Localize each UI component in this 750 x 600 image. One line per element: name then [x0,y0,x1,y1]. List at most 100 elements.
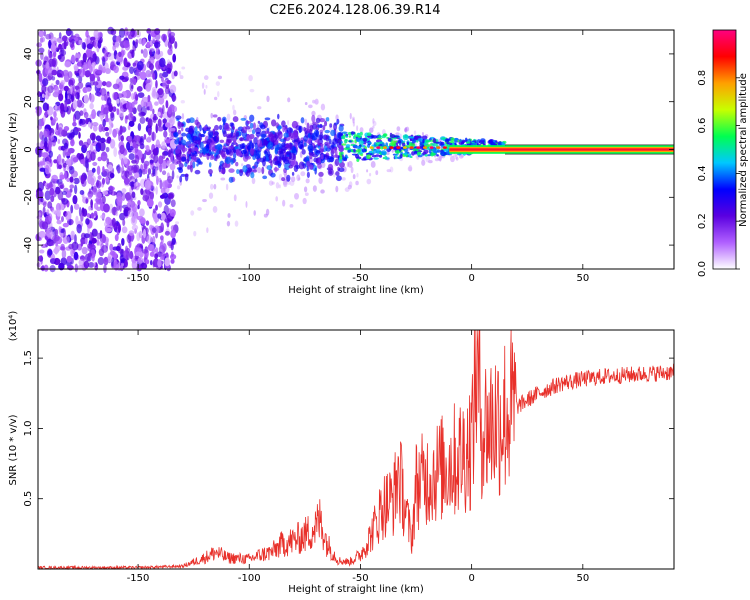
heatmap-cell [121,188,127,194]
heatmap-cell [72,84,76,93]
heatmap-cell [105,81,112,88]
heatmap-cell [91,228,98,237]
heatmap-cell [357,132,361,135]
heatmap-cell [232,109,237,116]
heatmap-cell [372,118,375,124]
heatmap-cell [222,130,227,138]
heatmap-cell [36,42,43,48]
heatmap-cell [70,30,74,37]
heatmap-cell [193,230,197,237]
heatmap-cell [250,171,255,179]
heatmap-cell [441,137,447,140]
heatmap-cell [391,149,394,153]
heatmap-cell [135,39,139,45]
heatmap-cell [37,181,45,192]
heatmap-cell [202,198,207,203]
heatmap-cell [328,156,335,163]
heatmap-cell [232,104,235,111]
heatmap-cell [131,191,136,199]
heatmap-cell [147,127,152,136]
heatmap-cell [395,132,400,136]
heatmap-cell [120,158,124,167]
heatmap-cell [194,126,198,134]
heatmap-cell [235,161,239,167]
heatmap-cell [308,104,313,109]
heatmap-cell [319,118,325,123]
heatmap-cell [115,245,121,252]
heatmap-cell [50,132,54,141]
snr-y-ticks: 0.5 1.0 1.5 [23,350,674,507]
heatmap-cell [160,222,165,233]
heatmap-cell [54,246,59,255]
heatmap-cell [304,101,308,106]
heatmap-cell [287,120,290,126]
heatmap-cell [359,131,363,136]
heatmap-cell [142,38,146,45]
heatmap-cell [92,81,99,86]
heatmap-cell [325,134,330,142]
heatmap-cell [212,205,218,213]
heatmap-cell [63,40,67,50]
heatmap-cell [62,162,67,168]
heatmap-cell [152,108,155,115]
heatmap-cell [334,147,338,151]
heatmap-cell [303,186,308,193]
heatmap-cell [90,212,94,219]
heatmap-cell [159,194,166,199]
heatmap-cell [235,149,240,156]
heatmap-cell [361,148,367,153]
heatmap-cell [170,258,175,264]
heatmap-cell [327,168,334,176]
heatmap-cell [159,179,163,190]
heatmap-cell [93,39,98,49]
heatmap-cell [41,84,47,94]
heatmap-cell [177,121,182,130]
heatmap-cell [217,116,222,122]
heatmap-cell [56,209,62,217]
heatmap-cell [125,115,129,120]
heatmap-cell [49,258,57,265]
heatmap-cell [179,175,183,183]
heatmap-cell [185,159,190,164]
heatmap-cell [434,158,440,162]
heatmap-cell [57,127,64,137]
heatmap-cell [73,177,80,185]
heatmap-cell [112,83,120,90]
colorbar-tick-label: 0.0 [697,261,708,277]
heatmap-cell [311,114,316,123]
heatmap-cell [170,251,174,257]
heatmap-cell [350,166,354,174]
heatmap-cell [349,112,352,120]
heatmap-cell [302,197,307,205]
heatmap-cell [58,164,62,170]
heatmap-cell [78,258,85,266]
heatmap-cell [39,249,45,254]
heatmap-cell [366,132,372,137]
heatmap-x-ticks: -150 -100 -50 0 50 [127,30,589,284]
heatmap-cell [315,150,321,154]
heatmap-cell [75,92,80,100]
heatmap-cell [184,173,189,178]
heatmap-cell [121,165,125,175]
heatmap-cell [43,128,50,138]
heatmap-cell [41,152,49,158]
heatmap-cell [227,145,234,150]
x-tick-label: -150 [127,273,150,284]
heatmap-cell [283,132,289,138]
heatmap-cell [158,88,165,99]
heatmap-cell [85,118,89,125]
heatmap-cell [332,154,339,158]
heatmap-cell [214,124,219,131]
heatmap-cell [140,49,144,54]
heatmap-cell [122,66,129,71]
heatmap-cell [36,106,43,116]
heatmap-cell [132,78,137,86]
heatmap-cell [405,126,410,132]
heatmap-cell [61,158,65,164]
heatmap-cell [253,210,256,216]
x-tick-label: -150 [127,573,150,584]
heatmap-cell [303,142,307,147]
heatmap-cell [183,147,188,152]
heatmap-cell [274,166,278,173]
heatmap-cell [38,72,43,83]
